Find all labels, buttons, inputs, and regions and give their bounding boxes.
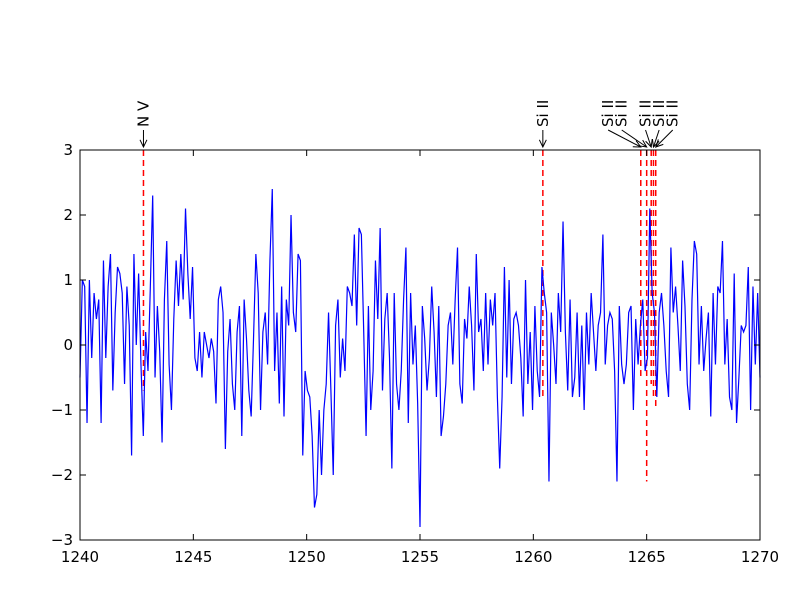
marker-arrow xyxy=(607,129,642,148)
y-tick-label: −2 xyxy=(51,466,73,484)
marker-arrow-head xyxy=(645,139,653,149)
x-tick-label: 1260 xyxy=(514,548,552,566)
marker-label: N V xyxy=(134,100,152,127)
marker-arrow-head xyxy=(139,139,148,149)
y-tick-label: 1 xyxy=(63,271,73,289)
marker-label: Si II xyxy=(650,100,668,127)
marker-label: Si II xyxy=(637,100,655,127)
marker-arrow-head xyxy=(638,139,648,148)
marker-label: Si II xyxy=(613,100,631,127)
y-tick-label: −3 xyxy=(51,531,73,549)
marker-arrow-head xyxy=(632,140,642,148)
x-tick-label: 1265 xyxy=(628,548,666,566)
x-tick-label: 1270 xyxy=(741,548,779,566)
x-tick-label: 1255 xyxy=(401,548,439,566)
marker-arrow-head xyxy=(654,139,664,148)
marker-arrow xyxy=(645,129,652,148)
y-tick-label: 2 xyxy=(63,206,73,224)
x-tick-label: 1250 xyxy=(288,548,326,566)
marker-label: Si II xyxy=(599,100,617,127)
y-tick-label: 3 xyxy=(63,141,73,159)
marker-arrow xyxy=(655,129,674,148)
marker-arrow xyxy=(621,129,647,148)
x-tick-label: 1245 xyxy=(174,548,212,566)
marker-arrow xyxy=(652,129,660,148)
y-tick-label: 0 xyxy=(63,336,73,354)
marker-label: Si II xyxy=(534,100,552,127)
marker-arrow-head xyxy=(538,139,547,149)
x-tick-label: 1240 xyxy=(61,548,99,566)
series-layer xyxy=(79,188,761,528)
labels-layer: 1240 1245 1250 1255 1260 1265 1270 −3 −2 −1 0 1 2 3 N … xyxy=(51,100,779,566)
series-line xyxy=(79,188,761,528)
axes-layer xyxy=(79,149,761,541)
marker-label: Si II xyxy=(664,100,682,127)
y-tick-label: −1 xyxy=(51,401,73,419)
